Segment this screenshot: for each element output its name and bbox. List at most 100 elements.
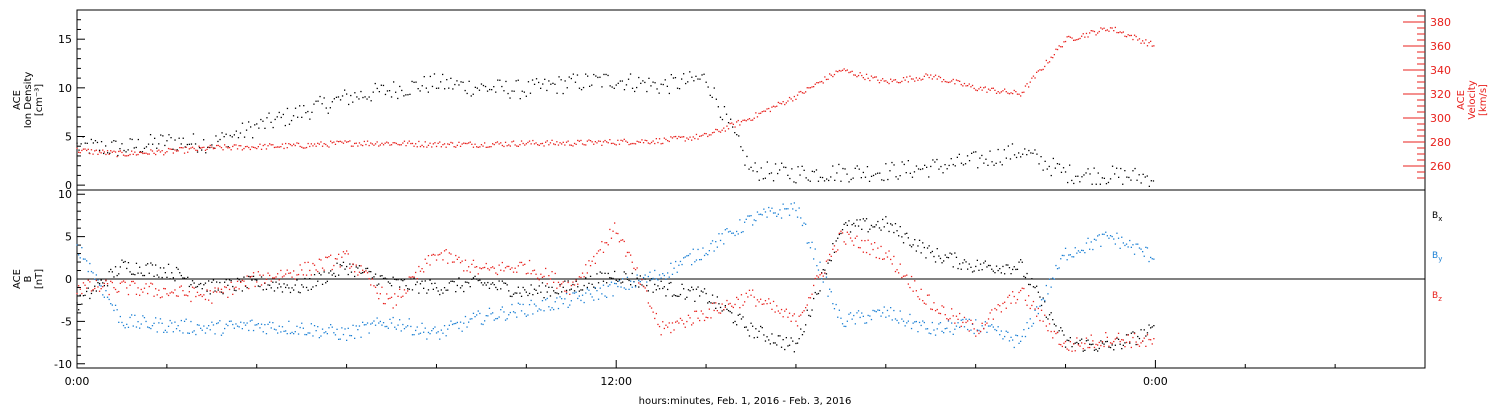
b-z-point [650, 307, 653, 309]
density-point [433, 73, 436, 75]
density-point [511, 90, 513, 92]
b-x-point [663, 286, 665, 288]
b-y-point [896, 319, 898, 322]
b-y-point [1097, 235, 1099, 237]
velocity-point [692, 136, 694, 138]
b-y-point [328, 327, 330, 329]
density-point [1013, 154, 1016, 156]
b-z-point [384, 303, 386, 305]
b-x-point [662, 287, 664, 290]
b-x-point [763, 334, 765, 336]
density-point [411, 80, 413, 83]
velocity-point [792, 100, 794, 102]
velocity-point [801, 92, 804, 94]
b-y-point [400, 330, 402, 332]
b-z-point [875, 256, 877, 259]
density-point [801, 165, 803, 167]
b-z-point [888, 250, 890, 252]
velocity-point [647, 142, 649, 144]
velocity-point [893, 79, 895, 81]
density-point [268, 112, 270, 114]
b-z-point [564, 290, 566, 292]
density-point [823, 180, 826, 182]
density-point [587, 75, 589, 77]
b-z-point [474, 266, 476, 268]
b-y-point [795, 209, 797, 212]
b-x-point [928, 245, 930, 247]
density-point [862, 171, 864, 174]
b-x-point [1079, 339, 1081, 342]
b-z-point [691, 324, 693, 326]
b-x-point [931, 250, 933, 253]
density-point [715, 98, 717, 100]
b-y-point [273, 328, 276, 330]
velocity-point [755, 112, 757, 114]
b-x-point [95, 290, 97, 292]
density-point [329, 107, 331, 109]
b-x-point [626, 278, 629, 280]
density-point [815, 169, 818, 171]
density-point [750, 166, 752, 168]
velocity-point [244, 146, 247, 148]
b-y-point [137, 321, 139, 323]
velocity-point [861, 74, 863, 77]
velocity-point [622, 140, 624, 142]
b-z-point [792, 315, 794, 317]
velocity-point [354, 142, 356, 145]
b-y-point [1098, 234, 1100, 236]
b-z-point [211, 302, 213, 304]
b-z-point [330, 254, 332, 256]
b-y-point [334, 334, 337, 336]
b-y-point [379, 320, 381, 323]
velocity-point [979, 86, 982, 88]
density-point [147, 143, 150, 145]
b-x-point [328, 272, 330, 274]
b-y-point [175, 328, 178, 330]
density-point [1075, 175, 1077, 177]
b-y-point [973, 332, 975, 335]
density-point [192, 133, 195, 135]
velocity-point [665, 138, 667, 141]
velocity-point [930, 74, 932, 76]
b-y-point [381, 324, 383, 326]
velocity-point [530, 143, 532, 145]
density-point [245, 129, 248, 131]
density-point [352, 101, 354, 103]
b-x-point [732, 322, 734, 324]
density-point [971, 152, 973, 154]
b-x-point [960, 268, 962, 270]
velocity-point [254, 147, 256, 149]
density-point [648, 77, 650, 79]
b-y-point [780, 217, 783, 219]
b-y-point [435, 332, 438, 334]
velocity-point [952, 78, 954, 81]
b-x-point [764, 340, 767, 342]
density-point [486, 90, 489, 92]
b-z-point [886, 256, 889, 258]
b-y-point [695, 259, 698, 261]
density-point [243, 136, 246, 138]
b-y-point [139, 327, 141, 329]
b-z-point [864, 240, 866, 242]
b-y-point [355, 325, 357, 327]
density-point [162, 135, 164, 137]
b-z-point [745, 292, 747, 294]
velocity-point [439, 141, 441, 143]
b-z-point [301, 269, 303, 271]
b-y-point [904, 325, 906, 327]
b-y-point [734, 234, 736, 237]
density-point [1146, 175, 1148, 177]
velocity-point [811, 86, 813, 88]
b-y-point [962, 318, 964, 321]
b-x-point [256, 279, 258, 281]
velocity-point [395, 142, 397, 145]
b-z-point [272, 277, 274, 279]
velocity-point [334, 143, 337, 145]
b-x-point [614, 270, 616, 273]
b-z-point [931, 308, 933, 311]
b-z-point [405, 292, 407, 294]
b-x-point [305, 286, 308, 289]
velocity-point [723, 127, 725, 129]
velocity-point [243, 147, 245, 150]
